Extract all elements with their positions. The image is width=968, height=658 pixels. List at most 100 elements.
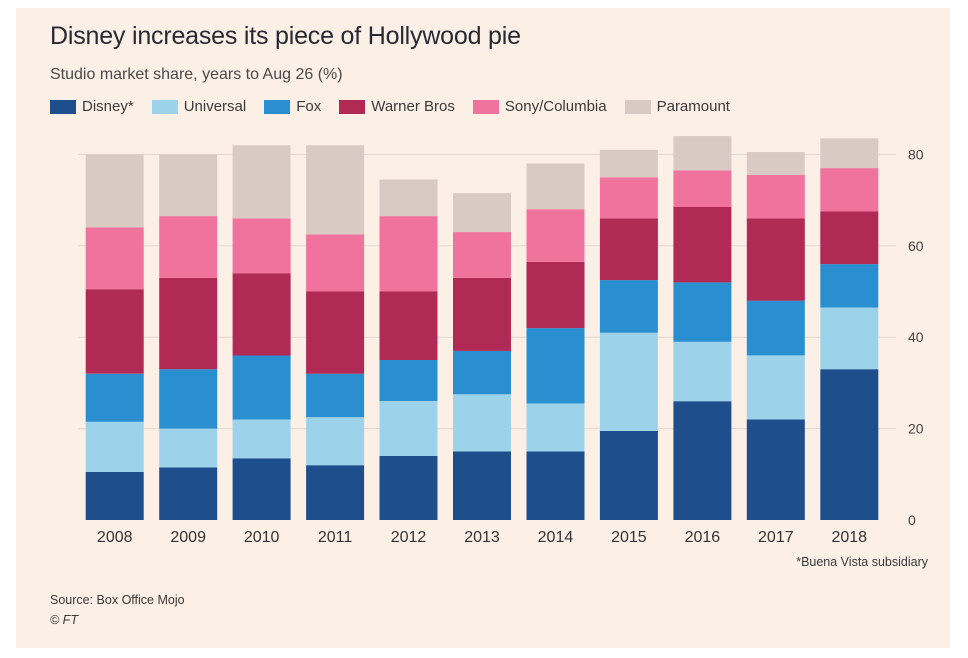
bar-segment [673, 341, 732, 402]
bar-segment [306, 465, 365, 520]
bar-segment [232, 145, 291, 219]
chart-legend: Disney* Universal Fox Warner Bros Sony/Colum… [50, 98, 748, 115]
x-tick-label: 2013 [464, 529, 500, 546]
bar-segment [85, 472, 144, 520]
bar-segment [599, 149, 658, 178]
bar-segment [306, 373, 365, 418]
bar-segment [820, 307, 879, 370]
bar-segment [599, 218, 658, 281]
bar-segment [820, 168, 879, 212]
bar-segment [379, 179, 438, 217]
bar-segment [746, 175, 805, 219]
y-tick-label: 80 [908, 146, 924, 162]
bar-segment [673, 136, 732, 171]
bar-segment [599, 280, 658, 333]
bar-segment [306, 417, 365, 466]
bar-segment [232, 218, 291, 274]
bar-segment [820, 369, 879, 520]
bar-segment [453, 193, 511, 232]
bar-segment [746, 218, 805, 301]
bar-segment [599, 430, 658, 520]
chart-subtitle: Studio market share, years to Aug 26 (%) [50, 66, 343, 83]
bar-segment [746, 152, 805, 175]
bar-segment [379, 360, 438, 402]
y-tick-label: 40 [908, 329, 924, 345]
x-tick-label: 2017 [758, 529, 794, 546]
bar-segment [453, 451, 511, 520]
bar-segment [379, 401, 438, 456]
bar-segment [599, 332, 658, 431]
y-tick-label: 60 [908, 238, 924, 254]
bar-segment [379, 291, 438, 360]
bar-segment [85, 289, 144, 374]
bar-segment [159, 154, 218, 217]
bar-segment [159, 216, 218, 278]
x-tick-label: 2011 [318, 529, 353, 546]
chart-card: Disney increases its piece of Hollywood … [16, 8, 950, 648]
bar-segment [526, 451, 585, 520]
bar-segment [746, 419, 805, 520]
bar-segment [526, 163, 585, 210]
bar-segment [159, 467, 218, 520]
x-tick-label: 2014 [538, 529, 574, 546]
bar-segment [306, 145, 365, 235]
bar-segment [526, 209, 585, 262]
x-tick-label: 2009 [170, 529, 206, 546]
bar-segment [85, 227, 144, 290]
bar-segment [306, 234, 365, 292]
x-tick-label: 2018 [831, 529, 867, 546]
chart-title: Disney increases its piece of Hollywood … [50, 22, 521, 50]
stacked-bar-chart: 0 20 40 60 80 2008 2009 2010 2011 2012 2013 2014 201… [78, 136, 924, 546]
bar-segment [159, 428, 218, 468]
legend-swatch [472, 99, 499, 114]
y-tick-label: 0 [908, 512, 916, 528]
legend-swatch [624, 99, 651, 114]
bar-segment [599, 177, 658, 219]
legend-label: Fox [296, 98, 322, 115]
x-tick-label: 2010 [244, 529, 280, 546]
footnote: *Buena Vista subsidiary [796, 555, 928, 569]
bar-segment [159, 369, 218, 429]
legend-label: Warner Bros [371, 98, 455, 115]
bar-segment [746, 355, 805, 420]
legend-entry: Sony/Columbia [472, 98, 607, 115]
bar-segment [306, 291, 365, 374]
bar-segment [232, 458, 291, 520]
legend-swatch [151, 99, 178, 114]
bar-segment [232, 419, 291, 459]
bar-segment [159, 277, 218, 370]
bar-segment [232, 355, 291, 420]
bar-segment [746, 300, 805, 356]
bar-segment [85, 373, 144, 422]
source-note: Source: Box Office Mojo [50, 593, 185, 607]
bar-segment [379, 216, 438, 292]
bar-segment [673, 282, 732, 342]
legend-swatch [264, 99, 291, 114]
legend-swatch [339, 99, 366, 114]
x-tick-label: 2008 [97, 529, 133, 546]
bar-segment [453, 394, 511, 452]
legend-entry: Disney* [50, 98, 134, 115]
legend-label: Sony/Columbia [504, 98, 607, 115]
bar-segment [820, 264, 879, 308]
legend-entry: Universal [151, 98, 247, 115]
legend-entry: Paramount [624, 98, 730, 115]
bar-segment [526, 403, 585, 452]
bar-segment [85, 154, 144, 228]
bar-segment [453, 277, 511, 351]
legend-label: Paramount [656, 98, 730, 115]
legend-label: Universal [183, 98, 247, 115]
bar-segment [85, 421, 144, 472]
x-tick-label: 2012 [391, 529, 427, 546]
legend-entry: Warner Bros [339, 98, 455, 115]
legend-entry: Fox [264, 98, 321, 115]
bar-segment [453, 350, 511, 395]
bar-segment [379, 456, 438, 520]
bar-segment [453, 232, 511, 278]
legend-label: Disney* [82, 98, 134, 115]
y-tick-label: 20 [908, 421, 924, 437]
legend-swatch [50, 99, 76, 114]
bar-segment [673, 207, 732, 283]
bar-segment [526, 261, 585, 329]
bar-segment [673, 401, 732, 520]
